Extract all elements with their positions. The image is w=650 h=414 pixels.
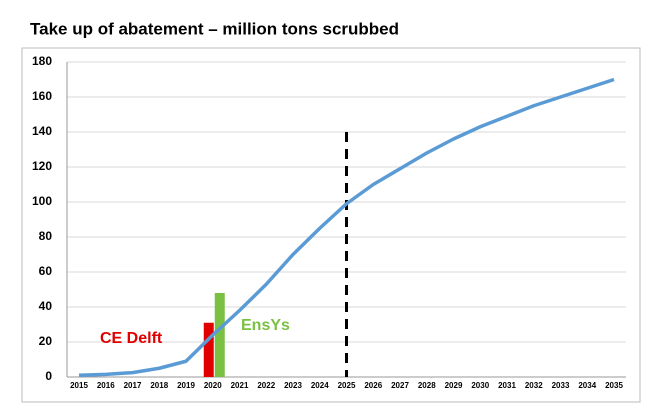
chart-title: Take up of abatement – million tons scru…: [30, 19, 399, 38]
x-tick-label: 2021: [231, 381, 249, 390]
data-line: [78, 77, 615, 377]
x-tick-label: 2034: [578, 381, 596, 390]
x-tick-label: 2019: [177, 381, 195, 390]
annotation: EnsYs: [241, 317, 290, 334]
x-tick-label: 2026: [364, 381, 382, 390]
y-tick-label: 160: [32, 89, 52, 103]
x-tick-label: 2033: [552, 381, 570, 390]
y-tick-label: 80: [39, 229, 53, 243]
x-tick-label: 2030: [471, 381, 489, 390]
x-tick-label: 2035: [605, 381, 623, 390]
y-tick-label: 100: [32, 194, 52, 208]
x-tick-label: 2016: [97, 381, 115, 390]
x-tick-label: 2020: [204, 381, 222, 390]
y-tick-label: 40: [39, 299, 53, 313]
x-tick-label: 2015: [70, 381, 88, 390]
x-tick-label: 2027: [391, 381, 409, 390]
x-tick-label: 2032: [525, 381, 543, 390]
x-tick-label: 2031: [498, 381, 516, 390]
x-tick-label: 2024: [311, 381, 329, 390]
x-tick-label: 2029: [445, 381, 463, 390]
x-tick-label: 2028: [418, 381, 436, 390]
x-tick-label: 2017: [124, 381, 142, 390]
y-tick-label: 180: [32, 54, 52, 68]
bar: [214, 293, 225, 377]
chart-frame: [21, 47, 641, 403]
x-tick-label: 2022: [257, 381, 275, 390]
y-tick-label: 0: [45, 369, 52, 383]
x-tick-label: 2018: [150, 381, 168, 390]
y-tick-label: 120: [32, 159, 52, 173]
annotation: CE Delft: [100, 330, 163, 347]
y-tick-label: 140: [32, 124, 52, 138]
bar: [203, 322, 214, 377]
x-tick-label: 2023: [284, 381, 302, 390]
x-tick-label: 2025: [338, 381, 356, 390]
y-tick-label: 20: [39, 334, 53, 348]
y-tick-label: 60: [39, 264, 53, 278]
